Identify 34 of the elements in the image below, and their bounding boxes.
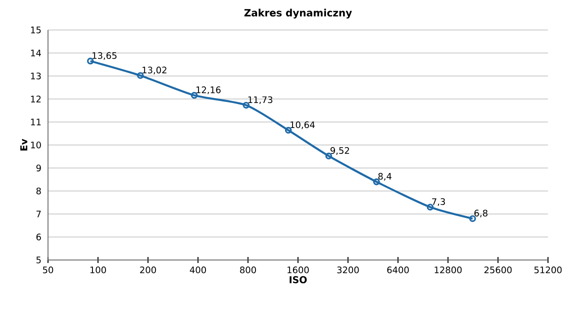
data-label: 8,4 (378, 172, 392, 181)
x-tick-label: 1600 (288, 266, 309, 274)
x-axis-title: ISO (290, 276, 307, 284)
x-tick-label: 51200 (534, 266, 562, 274)
data-label: 9,52 (330, 147, 350, 155)
data-label: 11,73 (248, 96, 272, 104)
x-tick-label: 25600 (484, 266, 512, 274)
x-tick-label: 12800 (434, 266, 462, 274)
y-tick-label: 14 (31, 50, 41, 56)
x-tick-label: 800 (240, 266, 256, 274)
x-tick-label: 100 (90, 266, 106, 274)
data-label: 7,3 (432, 198, 445, 206)
y-tick-label: 7 (36, 210, 41, 218)
x-tick-label: 50 (42, 266, 54, 274)
y-tick-label: 9 (36, 164, 41, 172)
data-label: 10,64 (290, 121, 315, 130)
y-axis-title: Ev (20, 138, 28, 150)
x-tick-label: 200 (140, 266, 156, 274)
data-label: 13,65 (92, 52, 116, 60)
x-tick-label: 6400 (387, 266, 409, 274)
data-label: 13,02 (142, 66, 166, 74)
y-tick-label: 11 (31, 118, 41, 126)
x-tick-label: 3200 (337, 266, 359, 274)
y-tick-label: 5 (36, 256, 41, 264)
y-tick-label: 6 (36, 234, 41, 240)
y-tick-label: 15 (31, 26, 41, 34)
data-label: 12,16 (196, 86, 221, 94)
chart-title: Zakres dynamiczny (244, 8, 352, 19)
x-tick-label: 400 (190, 266, 206, 274)
y-tick-label: 13 (31, 72, 41, 80)
y-tick-label: 12 (31, 96, 41, 102)
y-tick-label: 10 (31, 142, 41, 148)
data-label: 6,8 (474, 210, 488, 218)
y-tick-label: 8 (36, 188, 41, 194)
